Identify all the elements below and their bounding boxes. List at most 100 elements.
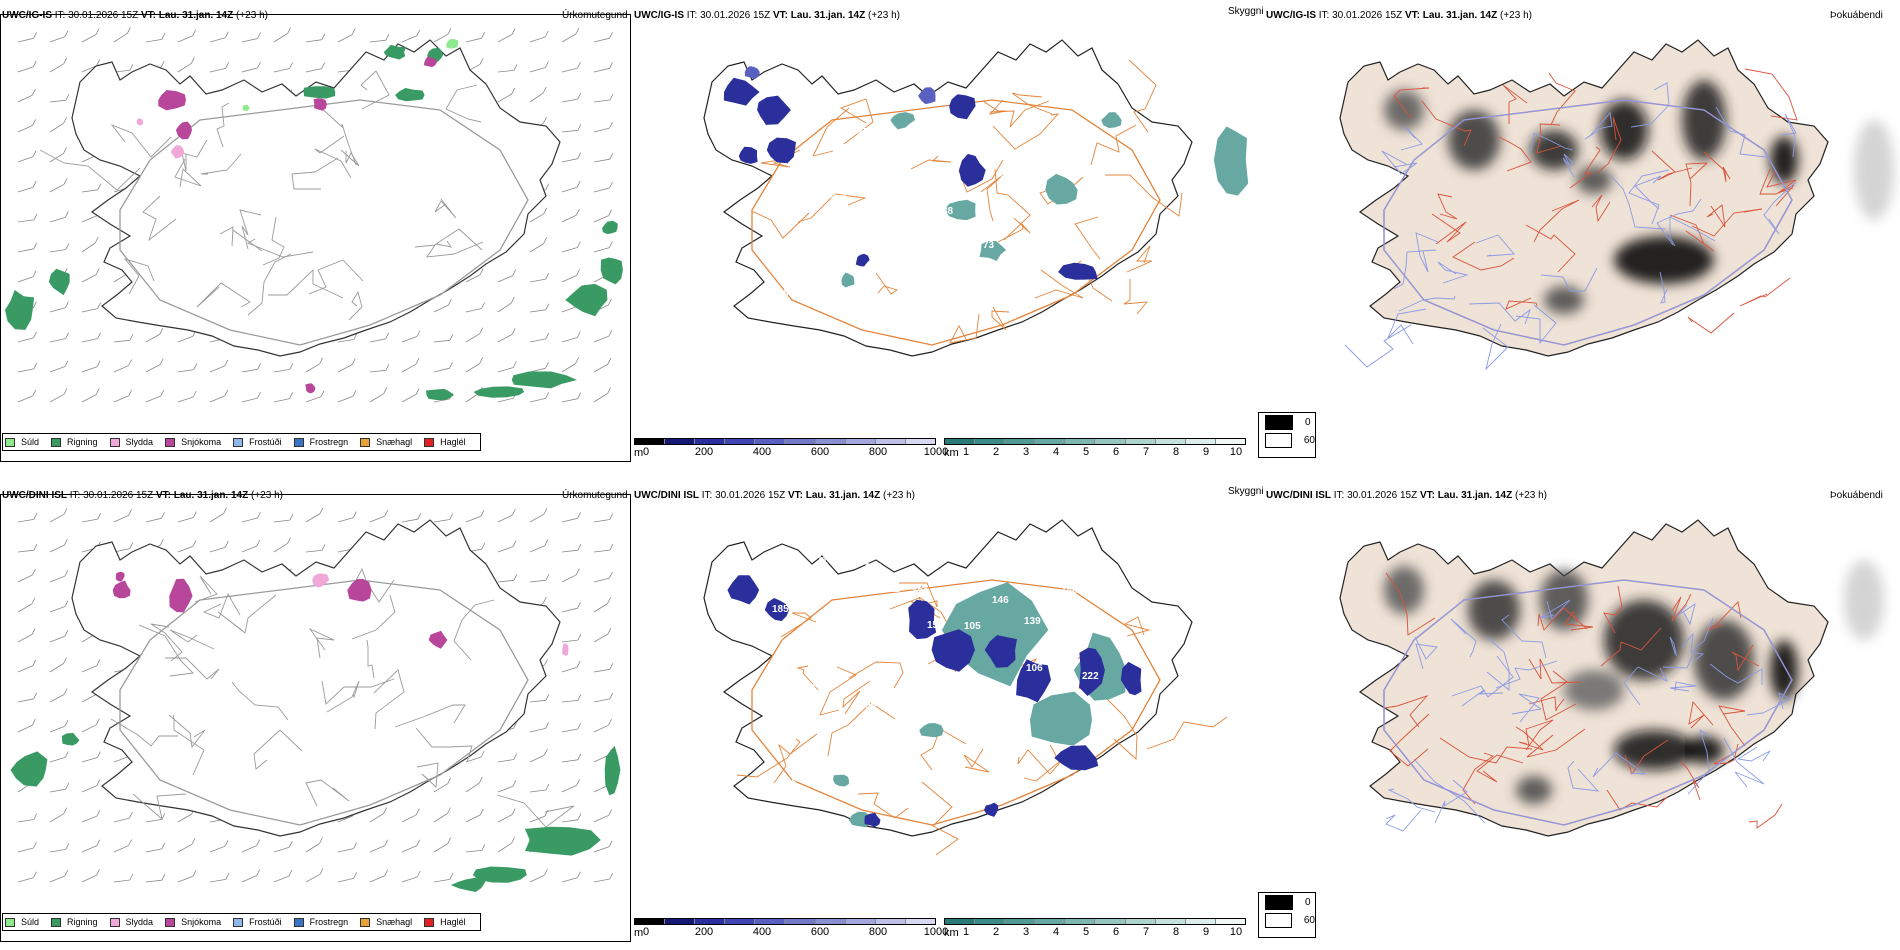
wind-barb-flag (319, 868, 324, 875)
wind-barb (145, 879, 162, 883)
wind-barb-flag (542, 86, 547, 94)
wind-barb-flag (609, 872, 614, 880)
wind-barb (561, 33, 577, 43)
wind-barb-flag (609, 62, 613, 69)
wind-barb-flag (97, 332, 101, 339)
wind-barb-flag (353, 842, 357, 849)
wind-barb-flag (576, 331, 581, 338)
field-patch (115, 571, 125, 582)
wind-barb (273, 68, 290, 73)
road (796, 665, 820, 692)
wind-barb (17, 698, 34, 703)
visibility-swatch (1155, 919, 1186, 924)
field-patch (604, 745, 621, 796)
ceiling-label: 95 (865, 700, 877, 711)
field-patch (1213, 126, 1249, 196)
wind-barb-flag (511, 837, 515, 844)
fog-patch (1516, 776, 1552, 804)
wind-barb-flag (96, 360, 101, 367)
wind-barb (113, 817, 130, 823)
snow-areas (158, 56, 438, 394)
ceiling-label: 101 (852, 75, 869, 86)
wind-barb-flag (607, 597, 611, 604)
wind-barb-flag (351, 28, 356, 35)
wind-barb (49, 99, 66, 103)
iceland-coastline (71, 519, 561, 837)
wind-barb-flag (256, 839, 261, 846)
wind-barb (337, 848, 354, 853)
wind-barb-flag (256, 869, 261, 876)
legend-item: Súld (5, 437, 39, 447)
wind-barb-flag (576, 208, 580, 216)
wind-barb-flag (577, 694, 582, 701)
wind-barb-flag (511, 328, 516, 335)
wind-barb (113, 879, 130, 883)
field-patch (723, 77, 760, 106)
visibility-swatch (1215, 919, 1245, 924)
wind-barb (561, 158, 578, 163)
wind-barb-flag (385, 364, 390, 371)
wind-barb (49, 183, 65, 193)
precip-type-panel: UWC/IG-IS IT: 30.01.2026 15Z VT: Lau. 31… (0, 0, 632, 470)
wind-barb (593, 519, 610, 523)
fog-map (1339, 39, 1894, 371)
road (394, 704, 466, 728)
wind-barb (593, 698, 610, 703)
legend-item: Snæhagl (360, 437, 412, 447)
road (1591, 194, 1611, 223)
wind-barb-flag (128, 389, 133, 396)
road (773, 733, 818, 784)
field-patch (48, 268, 70, 296)
road (1748, 803, 1783, 829)
road (321, 678, 395, 705)
wind-barb (49, 725, 66, 733)
road (360, 70, 390, 110)
visibility-swatch (1155, 439, 1186, 444)
wind-barb (337, 34, 353, 43)
ceiling-label: 100 (873, 172, 890, 183)
tick-label: 6 (1112, 926, 1120, 938)
wind-barb-flag (32, 119, 36, 126)
wind-barb-flag (608, 298, 612, 306)
wind-barb-flag (193, 511, 197, 518)
wind-barb-flag (447, 777, 452, 784)
wind-barb-flag (510, 296, 515, 304)
field-patch (112, 580, 131, 599)
wind-barb (593, 878, 610, 883)
road (1669, 636, 1678, 657)
tick-label: 1 (962, 446, 970, 458)
field-patch (524, 826, 601, 856)
wind-barb-flag (577, 753, 582, 760)
road (1385, 809, 1422, 832)
wind-barb-flag (479, 58, 484, 65)
wind-barb (145, 333, 161, 343)
ceiling-label: 148 (1061, 585, 1078, 596)
road (1421, 100, 1472, 147)
wind-barb-flag (383, 807, 387, 814)
road (1074, 216, 1101, 260)
wind-barb-flag (480, 750, 485, 758)
wind-barb (145, 39, 162, 43)
wind-barb-flag (63, 388, 68, 395)
road (348, 290, 363, 321)
wind-barb-flag (33, 213, 38, 221)
wind-barb-flag (415, 808, 420, 815)
road-network (110, 567, 575, 828)
road (1090, 124, 1137, 166)
ceiling-unit: m (634, 927, 644, 939)
wind-barb-flag (32, 270, 37, 277)
wind-barb (561, 759, 578, 763)
wind-barb-flag (289, 363, 294, 370)
wind-barb-flag (257, 61, 261, 69)
wind-barb-flag (32, 88, 36, 96)
wind-barb (49, 338, 66, 343)
legend-swatch (109, 917, 120, 927)
ceiling-labels: 112 96 222 180 95 118 146 170 114 106 176 50 103 105 1… (766, 553, 1112, 788)
road (1676, 602, 1696, 626)
wind-barb-flag (512, 508, 516, 516)
fog-legend-item: 0 (1259, 413, 1315, 431)
visibility-swatch (1095, 439, 1126, 444)
wind-barb (401, 35, 417, 43)
field-patch (1120, 661, 1142, 696)
ceiling-label: 50 (916, 589, 928, 600)
